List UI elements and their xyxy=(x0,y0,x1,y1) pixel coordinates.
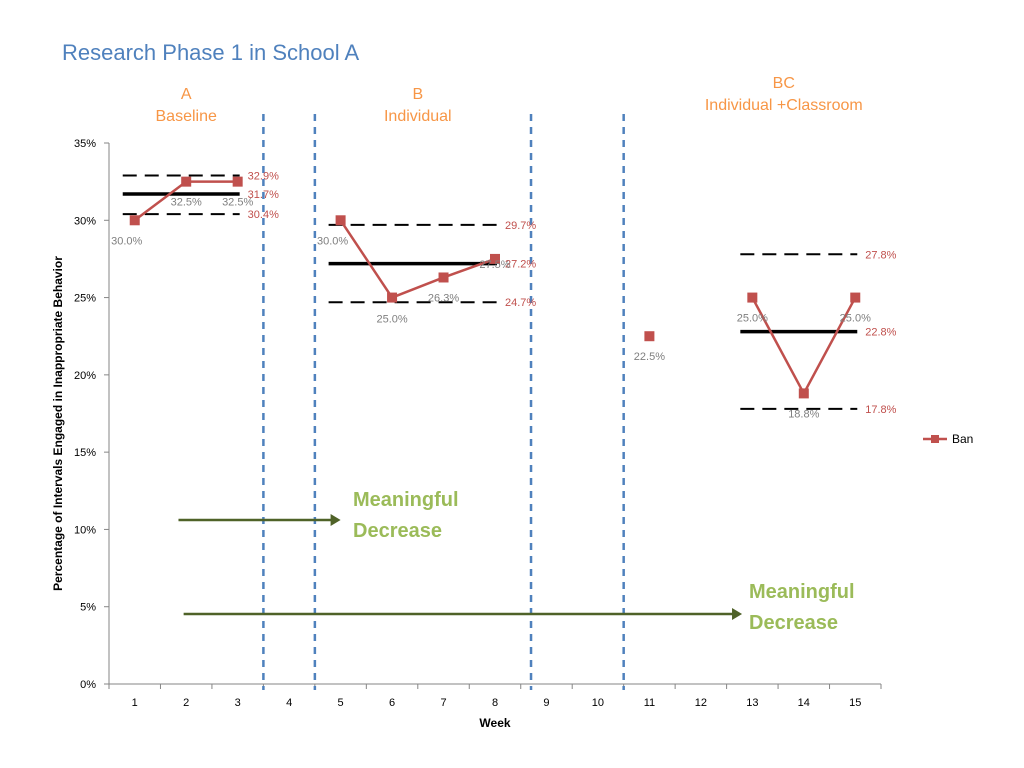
data-point xyxy=(438,272,449,283)
reference-line-label: 27.2% xyxy=(505,259,536,271)
x-tick-label: 6 xyxy=(389,697,395,709)
annotation-text: Decrease xyxy=(749,612,838,634)
data-point xyxy=(232,176,243,187)
x-tick-label: 12 xyxy=(695,697,707,709)
data-label: 30.0% xyxy=(111,235,142,247)
phase-label: A xyxy=(181,86,192,103)
x-tick-label: 9 xyxy=(543,697,549,709)
y-tick-label: 20% xyxy=(74,370,96,382)
data-point xyxy=(644,331,655,342)
y-tick-label: 25% xyxy=(74,293,96,305)
data-point xyxy=(335,215,346,226)
x-tick-label: 13 xyxy=(746,697,758,709)
x-tick-label: 8 xyxy=(492,697,498,709)
reference-line-label: 17.8% xyxy=(865,404,896,416)
y-tick-label: 30% xyxy=(74,215,96,227)
annotation-text: Meaningful xyxy=(749,581,855,603)
data-point xyxy=(387,292,398,303)
data-point xyxy=(490,253,500,264)
x-tick-label: 11 xyxy=(644,697,655,709)
data-point xyxy=(129,215,140,226)
data-label: 18.8% xyxy=(788,408,819,420)
x-tick-label: 15 xyxy=(849,697,861,709)
phase-label: Individual +Classroom xyxy=(705,97,863,114)
y-tick-label: 15% xyxy=(74,447,96,459)
reference-line-label: 24.7% xyxy=(505,297,536,309)
data-label: 27.5% xyxy=(479,259,510,271)
x-tick-label: 3 xyxy=(235,697,241,709)
phase-label: Individual xyxy=(384,108,452,125)
x-tick-label: 2 xyxy=(183,697,189,709)
reference-line-label: 30.4% xyxy=(248,209,279,221)
series-line xyxy=(339,219,496,300)
x-tick-label: 4 xyxy=(286,697,292,709)
y-tick-label: 0% xyxy=(80,679,96,691)
x-tick-label: 1 xyxy=(132,697,138,709)
reference-line-label: 31.7% xyxy=(248,189,279,201)
x-axis-title: Week xyxy=(479,716,510,730)
reference-line-label: 27.8% xyxy=(865,249,896,261)
phase-label: Baseline xyxy=(156,108,217,125)
data-label: 22.5% xyxy=(634,351,665,363)
reference-line-label: 22.8% xyxy=(865,327,896,339)
annotation-text: Decrease xyxy=(353,520,442,542)
x-tick-label: 7 xyxy=(440,697,446,709)
x-tick-label: 14 xyxy=(798,697,810,709)
legend-marker xyxy=(931,435,939,443)
y-tick-label: 10% xyxy=(74,524,96,536)
x-tick-label: 10 xyxy=(592,697,604,709)
y-axis-title: Percentage of Intervals Engaged in Inapp… xyxy=(51,256,65,591)
data-label: 25.0% xyxy=(840,313,871,325)
annotation-arrow-head xyxy=(732,608,743,620)
reference-line-label: 32.9% xyxy=(248,170,279,182)
x-tick-label: 5 xyxy=(338,697,344,709)
data-label: 26.3% xyxy=(428,292,459,304)
data-label: 32.5% xyxy=(222,197,253,209)
data-label: 30.0% xyxy=(317,235,348,247)
y-tick-label: 35% xyxy=(74,138,96,150)
legend-label: Ban xyxy=(952,432,973,446)
data-point xyxy=(798,388,809,399)
data-label: 25.0% xyxy=(376,314,407,326)
data-point xyxy=(181,176,192,187)
data-point xyxy=(747,292,758,303)
data-point xyxy=(850,292,861,303)
slide-title: Research Phase 1 in School A xyxy=(62,40,360,65)
reference-line-label: 29.7% xyxy=(505,220,536,232)
phase-label: B xyxy=(412,86,423,103)
data-label: 25.0% xyxy=(737,313,768,325)
annotation-arrow-head xyxy=(330,514,341,526)
phase-label: BC xyxy=(773,75,795,92)
data-label: 32.5% xyxy=(171,197,202,209)
annotation-text: Meaningful xyxy=(353,489,459,511)
y-tick-label: 5% xyxy=(80,602,96,614)
